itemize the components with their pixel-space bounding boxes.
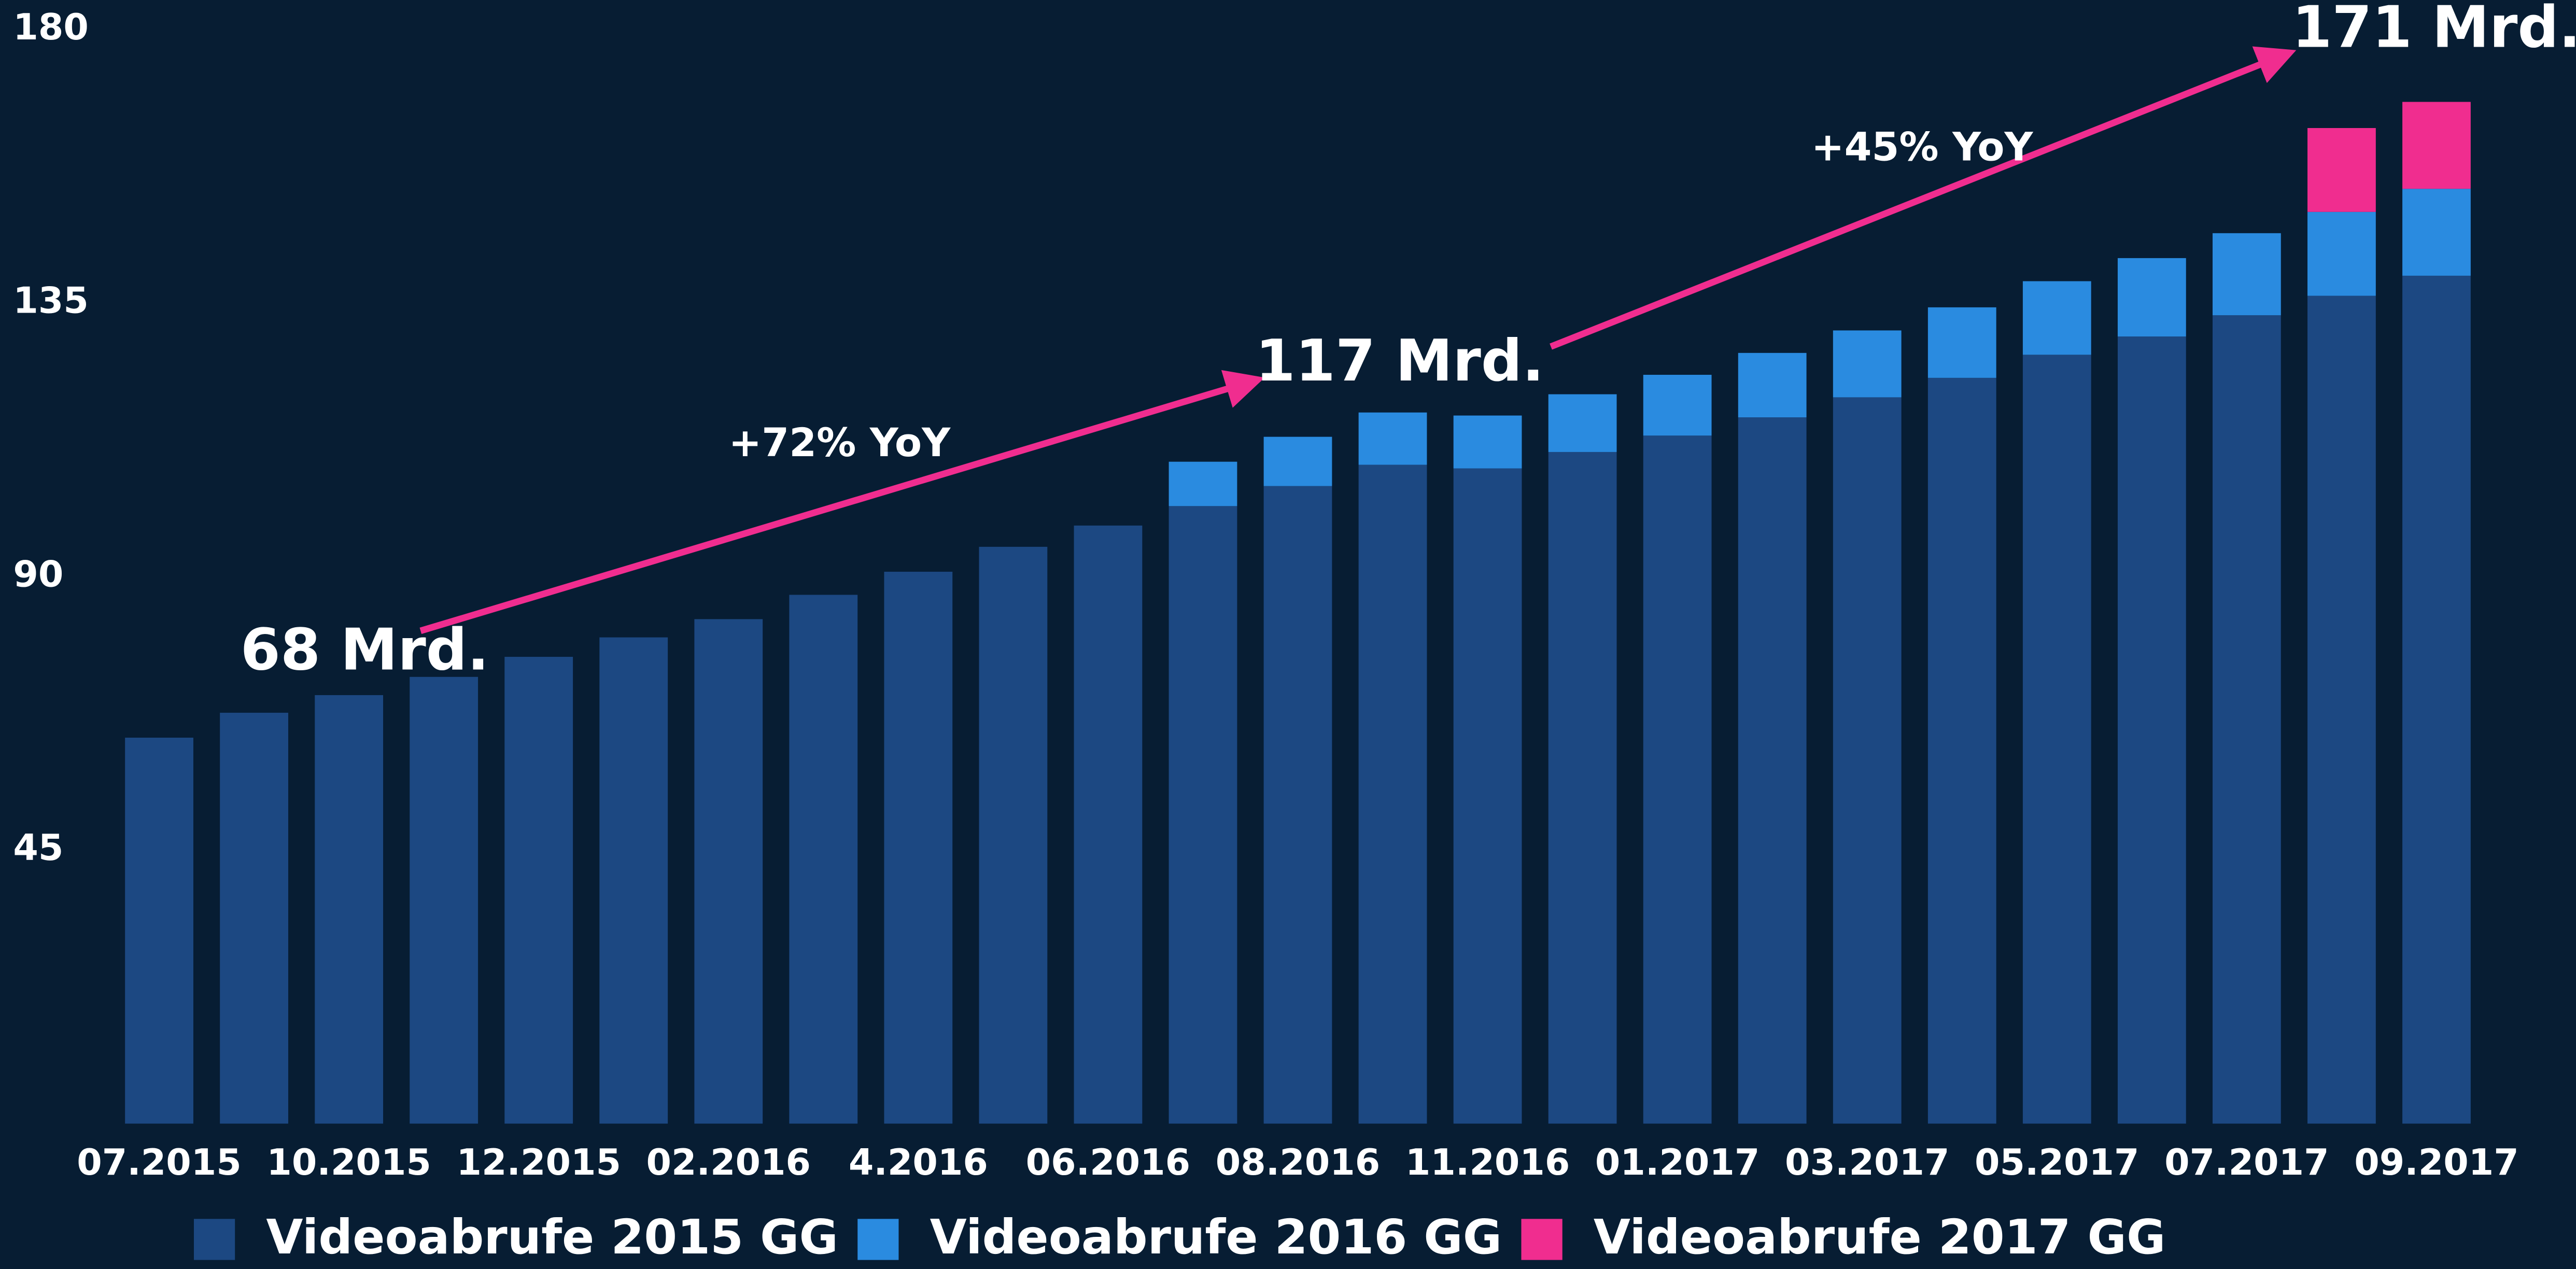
x-tick-label: 08.2016 bbox=[1216, 1141, 1380, 1183]
bar-segment bbox=[1927, 307, 1996, 378]
legend-swatch bbox=[1521, 1219, 1563, 1260]
legend-label: Videoabrufe 2017 GG bbox=[1594, 1209, 2165, 1265]
bar-segment bbox=[1738, 417, 1807, 1124]
arrow bbox=[1550, 46, 2297, 350]
bar-segment bbox=[1548, 452, 1617, 1124]
bar-segment bbox=[2307, 295, 2376, 1124]
bar-segment bbox=[2212, 233, 2281, 316]
x-tick-label: 4.2016 bbox=[849, 1141, 988, 1183]
bars bbox=[125, 102, 2471, 1124]
bar-segment bbox=[1643, 375, 1712, 436]
bar-segment bbox=[884, 571, 953, 1124]
bar-segment bbox=[1548, 394, 1617, 452]
bar-segment bbox=[1169, 506, 1237, 1124]
bar-segment bbox=[2117, 258, 2186, 337]
x-tick-label: 07.2017 bbox=[2164, 1141, 2329, 1183]
x-tick-label: 03.2017 bbox=[1785, 1141, 1949, 1183]
x-tick-label: 12.2015 bbox=[456, 1141, 621, 1183]
bar-segment bbox=[2402, 102, 2471, 189]
annotation: 117 Mrd. bbox=[1256, 328, 1544, 394]
bar-segment bbox=[1263, 436, 1332, 486]
legend-label: Videoabrufe 2016 GG bbox=[930, 1209, 1502, 1265]
legend-swatch bbox=[857, 1219, 899, 1260]
bar-segment bbox=[789, 595, 858, 1124]
bar-segment bbox=[410, 676, 478, 1124]
annotation: 68 Mrd. bbox=[241, 617, 489, 684]
x-tick-label: 09.2017 bbox=[2354, 1141, 2518, 1183]
bar-segment bbox=[1927, 377, 1996, 1124]
bar-segment bbox=[1263, 486, 1332, 1124]
bar-segment bbox=[1169, 461, 1237, 506]
bar-segment bbox=[2022, 355, 2091, 1124]
y-tick-label: 135 bbox=[13, 280, 89, 322]
bar-segment bbox=[694, 619, 763, 1124]
bar-segment bbox=[220, 712, 288, 1124]
x-tick-label: 01.2017 bbox=[1595, 1141, 1759, 1183]
bar-segment bbox=[2402, 189, 2471, 276]
bar-segment bbox=[1358, 464, 1427, 1124]
arrow bbox=[419, 370, 1265, 634]
legend-swatch bbox=[193, 1219, 235, 1260]
bar-segment bbox=[599, 637, 668, 1124]
x-tick-label: 11.2016 bbox=[1405, 1141, 1570, 1183]
x-tick-label: 06.2016 bbox=[1026, 1141, 1190, 1183]
bar-segment bbox=[1833, 397, 1902, 1124]
bar-segment bbox=[1074, 525, 1143, 1124]
bar-segment bbox=[1453, 415, 1522, 469]
bar-segment bbox=[315, 695, 384, 1124]
y-tick-label: 45 bbox=[13, 827, 63, 869]
bar-segment bbox=[1358, 412, 1427, 465]
bar-segment bbox=[1453, 468, 1522, 1124]
annotation: 171 Mrd. bbox=[2292, 0, 2576, 61]
annotation: +72% YoY bbox=[729, 419, 951, 466]
y-tick-label: 90 bbox=[13, 553, 63, 595]
x-tick-label: 07.2015 bbox=[77, 1141, 241, 1183]
bar-segment bbox=[2117, 336, 2186, 1124]
bar-segment bbox=[2212, 315, 2281, 1124]
bar-segment bbox=[1833, 330, 1902, 398]
y-tick-label: 180 bbox=[13, 6, 89, 48]
x-tick-label: 02.2016 bbox=[646, 1141, 811, 1183]
bar-segment bbox=[2402, 275, 2471, 1124]
bar-segment bbox=[2307, 212, 2376, 296]
bar-segment bbox=[504, 657, 573, 1124]
bar-segment bbox=[979, 546, 1048, 1124]
bar-segment bbox=[1643, 435, 1712, 1124]
bar-segment bbox=[2307, 128, 2376, 212]
x-tick-label: 10.2015 bbox=[266, 1141, 431, 1183]
annotation: +45% YoY bbox=[1811, 123, 2034, 170]
bar-segment bbox=[2022, 281, 2091, 355]
bar-segment bbox=[125, 738, 193, 1124]
bar-segment bbox=[1738, 353, 1807, 418]
x-tick-label: 05.2017 bbox=[1975, 1141, 2139, 1183]
legend-label: Videoabrufe 2015 GG bbox=[266, 1209, 838, 1265]
